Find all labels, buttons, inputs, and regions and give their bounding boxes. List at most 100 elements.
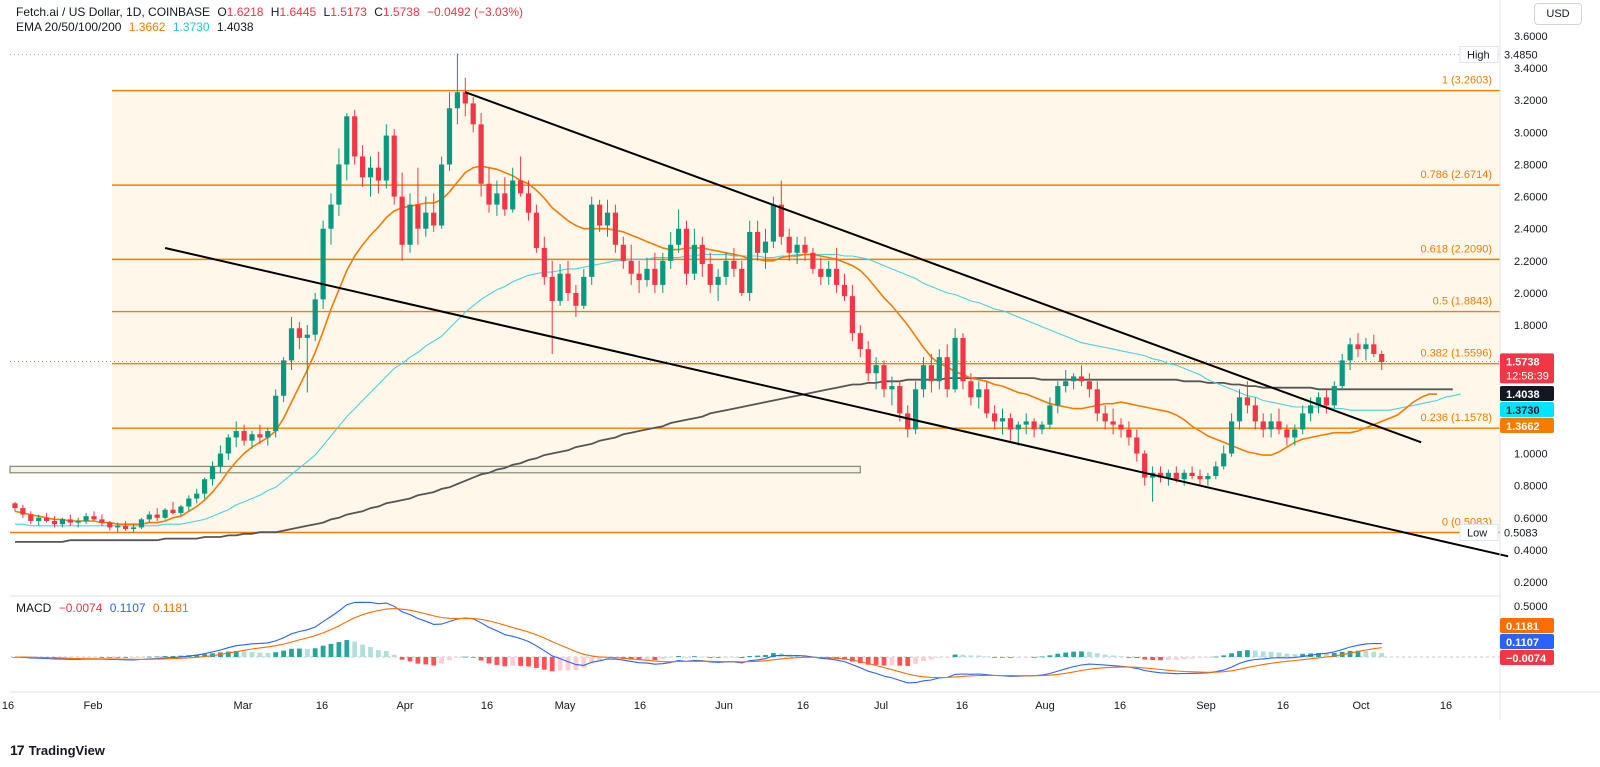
candle-body <box>36 517 42 521</box>
macd-histogram-bar <box>881 657 887 666</box>
candle <box>1197 469 1203 486</box>
candle <box>1252 397 1258 430</box>
macd-histogram-bar <box>747 656 753 657</box>
candle <box>525 180 532 221</box>
candle <box>652 252 658 293</box>
candle-body <box>1063 381 1069 387</box>
candle <box>1126 421 1132 446</box>
macd-histogram-bar <box>944 657 950 658</box>
ema20-value: 1.3662 <box>128 20 166 34</box>
candle-body <box>573 292 579 306</box>
currency-label: USD <box>1546 8 1570 20</box>
candle-body <box>802 244 808 253</box>
macd-histogram-bar <box>320 645 326 657</box>
candle <box>1078 365 1085 387</box>
candle-body <box>233 431 239 438</box>
macd-histogram-bar <box>715 657 721 658</box>
candle-body <box>1173 472 1179 480</box>
candle <box>241 424 247 446</box>
candles <box>12 53 1385 533</box>
candle <box>510 167 516 213</box>
candle-body <box>747 231 753 293</box>
candle <box>857 325 863 358</box>
macd-histogram-bar <box>1008 657 1013 658</box>
candle <box>1221 445 1227 470</box>
fib-label: 0.236 (1.1578) <box>1420 412 1492 424</box>
candle <box>668 231 674 269</box>
side-label-box <box>1459 523 1499 541</box>
macd-histogram-bar <box>763 654 768 657</box>
candle <box>1339 353 1345 390</box>
candle <box>454 53 460 125</box>
macd-tag-text: 0.1181 <box>1506 621 1539 633</box>
candle <box>312 292 318 342</box>
time-tick: 16 <box>956 700 968 712</box>
candle-body <box>454 92 460 109</box>
candle-body <box>486 183 492 205</box>
candle <box>107 520 113 531</box>
macd-histogram-bar <box>494 657 500 665</box>
candle <box>146 511 152 523</box>
candle-body <box>257 434 263 438</box>
candle <box>1118 418 1124 438</box>
candle-body <box>920 365 927 390</box>
candle <box>352 109 358 165</box>
candle-body <box>889 386 895 390</box>
candle-body <box>786 236 792 253</box>
candle-body <box>873 365 879 374</box>
candle <box>747 220 753 301</box>
price-tick: 3.0000 <box>1514 127 1548 139</box>
candle <box>826 260 832 285</box>
candle <box>557 264 563 306</box>
candle-body <box>1110 421 1116 425</box>
macd-histogram-bar <box>241 651 247 657</box>
macd-histogram-bar <box>636 657 642 661</box>
macd-histogram-bar <box>383 651 389 657</box>
macd-histogram-bar <box>889 657 895 666</box>
macd-histogram-bar <box>447 657 452 661</box>
candle <box>1260 413 1266 438</box>
macd-histogram-bar <box>1079 651 1084 657</box>
currency-button[interactable]: USD <box>1534 3 1582 25</box>
low-value: 1.5173 <box>330 5 367 19</box>
candle <box>620 236 626 269</box>
time-tick: 16 <box>1440 700 1452 712</box>
macd-histogram-bar <box>391 654 397 657</box>
candle-body <box>1181 472 1187 480</box>
macd-histogram-bar <box>1300 653 1306 657</box>
candle <box>1371 334 1377 358</box>
macd-histogram-bar <box>376 650 381 657</box>
time-tick: 16 <box>797 700 809 712</box>
macd-histogram-bar <box>415 657 421 664</box>
price-tick: 0.2000 <box>1514 577 1548 589</box>
macd-histogram-bar <box>257 652 263 657</box>
candle <box>1355 333 1361 358</box>
candle <box>604 199 611 237</box>
candle <box>1236 389 1243 430</box>
candle-body <box>739 268 745 293</box>
macd-histogram-bar <box>1047 655 1053 657</box>
candle-body <box>1102 413 1108 422</box>
candle-body <box>375 167 381 181</box>
candle <box>44 512 50 523</box>
macd-histogram-bar <box>1379 652 1385 657</box>
candle-body <box>154 514 160 518</box>
time-tick: 16 <box>1277 700 1289 712</box>
candle-body <box>1268 421 1274 430</box>
channel-line[interactable] <box>164 247 1509 558</box>
candle <box>573 284 579 318</box>
macd-histogram-bar <box>1324 653 1329 657</box>
candle <box>1205 472 1211 486</box>
macd-histogram-bar <box>692 656 697 657</box>
candle <box>486 167 492 213</box>
macd-histogram-bar <box>1039 656 1045 658</box>
candle <box>281 357 287 403</box>
candle-body <box>557 273 563 301</box>
candle <box>810 247 816 274</box>
candle-body <box>336 164 342 205</box>
candle <box>1189 466 1195 480</box>
channel-line[interactable] <box>464 91 1422 444</box>
macd-histogram-bar <box>1118 656 1124 658</box>
candle <box>612 204 618 253</box>
